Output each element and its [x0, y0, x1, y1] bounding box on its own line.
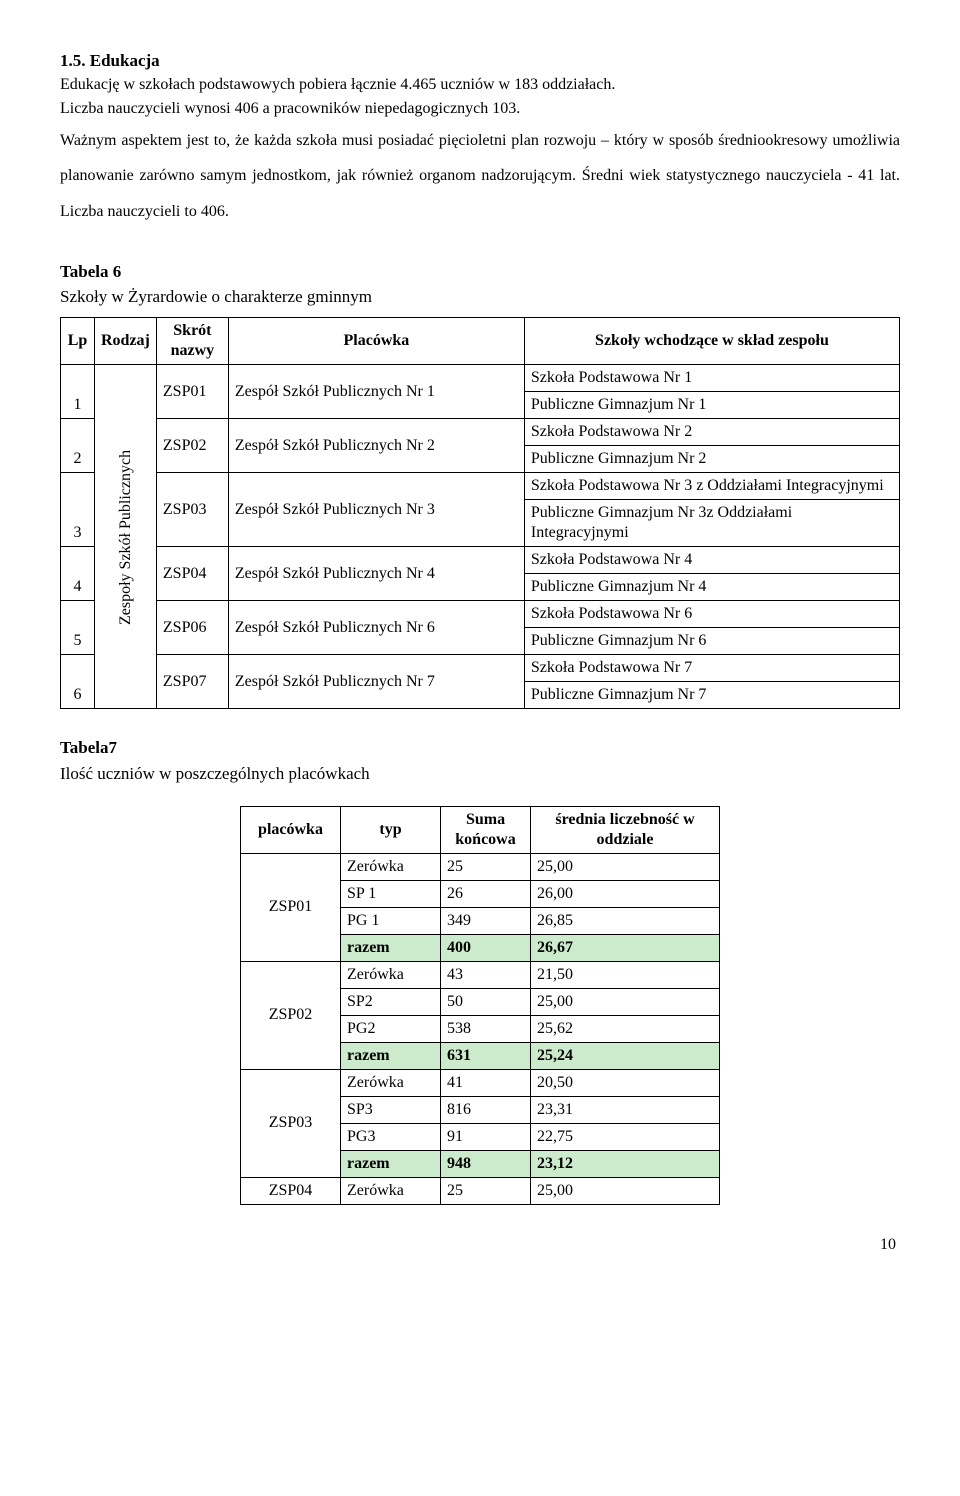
cell-sum-srednia: 23,12 — [531, 1150, 720, 1177]
table-schools: Lp Rodzaj Skrót nazwy Placówka Szkoły wc… — [60, 317, 900, 709]
col-sklad: Szkoły wchodzące w skład zespołu — [524, 318, 899, 365]
cell-sum-srednia: 26,67 — [531, 934, 720, 961]
cell-sum-label: razem — [341, 934, 441, 961]
cell-sklad: Publiczne Gimnazjum Nr 3z Oddziałami Int… — [524, 500, 899, 547]
cell-skrot: ZSP03 — [156, 473, 228, 547]
paragraph: Liczba nauczycieli wynosi 406 a pracowni… — [60, 99, 900, 119]
cell-placowka: Zespół Szkół Publicznych Nr 2 — [228, 419, 524, 473]
cell-placowka: Zespół Szkół Publicznych Nr 1 — [228, 365, 524, 419]
cell-suma: 50 — [441, 988, 531, 1015]
table-title: Ilość uczniów w poszczególnych placówkac… — [60, 763, 900, 784]
cell-suma: 349 — [441, 907, 531, 934]
cell-sklad: Publiczne Gimnazjum Nr 7 — [524, 682, 899, 709]
cell-lp: 2 — [61, 419, 95, 473]
cell-sklad: Publiczne Gimnazjum Nr 1 — [524, 392, 899, 419]
cell-sum-label: razem — [341, 1150, 441, 1177]
table-label: Tabela 6 — [60, 261, 900, 282]
cell-srednia: 26,85 — [531, 907, 720, 934]
cell-placowka: Zespół Szkół Publicznych Nr 4 — [228, 547, 524, 601]
cell-suma: 26 — [441, 880, 531, 907]
col-typ: typ — [341, 806, 441, 853]
cell-sklad: Publiczne Gimnazjum Nr 2 — [524, 446, 899, 473]
cell-sum-srednia: 25,24 — [531, 1042, 720, 1069]
table-title: Szkoły w Żyrardowie o charakterze gminny… — [60, 286, 900, 307]
cell-sum-suma: 400 — [441, 934, 531, 961]
cell-typ: SP2 — [341, 988, 441, 1015]
cell-sklad: Publiczne Gimnazjum Nr 4 — [524, 574, 899, 601]
cell-sklad: Szkoła Podstawowa Nr 1 — [524, 365, 899, 392]
cell-sum-label: razem — [341, 1042, 441, 1069]
cell-placowka: ZSP03 — [241, 1069, 341, 1177]
section-heading: 1.5. Edukacja — [60, 50, 900, 71]
cell-placowka: Zespół Szkół Publicznych Nr 3 — [228, 473, 524, 547]
cell-typ: PG2 — [341, 1015, 441, 1042]
cell-typ: Zerówka — [341, 853, 441, 880]
cell-typ: Zerówka — [341, 1069, 441, 1096]
cell-srednia: 26,00 — [531, 880, 720, 907]
cell-suma: 538 — [441, 1015, 531, 1042]
cell-skrot: ZSP02 — [156, 419, 228, 473]
paragraph: Ważnym aspektem jest to, że każda szkoła… — [60, 123, 900, 229]
cell-lp: 4 — [61, 547, 95, 601]
col-skrot: Skrót nazwy — [156, 318, 228, 365]
col-lp: Lp — [61, 318, 95, 365]
cell-srednia: 25,62 — [531, 1015, 720, 1042]
col-srednia: średnia liczebność w oddziale — [531, 806, 720, 853]
col-placowka: Placówka — [228, 318, 524, 365]
cell-srednia: 25,00 — [531, 1177, 720, 1204]
cell-srednia: 25,00 — [531, 988, 720, 1015]
cell-suma: 816 — [441, 1096, 531, 1123]
cell-suma: 43 — [441, 961, 531, 988]
cell-lp: 1 — [61, 365, 95, 419]
cell-sklad: Szkoła Podstawowa Nr 7 — [524, 655, 899, 682]
cell-srednia: 22,75 — [531, 1123, 720, 1150]
cell-sklad: Publiczne Gimnazjum Nr 6 — [524, 628, 899, 655]
cell-typ: SP 1 — [341, 880, 441, 907]
cell-skrot: ZSP07 — [156, 655, 228, 709]
cell-skrot: ZSP04 — [156, 547, 228, 601]
cell-placowka: ZSP02 — [241, 961, 341, 1069]
cell-placowka: Zespół Szkół Publicznych Nr 6 — [228, 601, 524, 655]
cell-rodzaj: Zespoły Szkół Publicznych — [95, 365, 157, 709]
table-label: Tabela7 — [60, 737, 900, 758]
page-number: 10 — [60, 1235, 900, 1255]
cell-typ: PG3 — [341, 1123, 441, 1150]
cell-placowka: ZSP04 — [241, 1177, 341, 1204]
cell-suma: 41 — [441, 1069, 531, 1096]
table-students: placówka typ Suma końcowa średnia liczeb… — [240, 806, 720, 1205]
cell-placowka: ZSP01 — [241, 853, 341, 961]
col-placowka: placówka — [241, 806, 341, 853]
cell-sklad: Szkoła Podstawowa Nr 4 — [524, 547, 899, 574]
cell-typ: Zerówka — [341, 961, 441, 988]
cell-typ: PG 1 — [341, 907, 441, 934]
cell-typ: SP3 — [341, 1096, 441, 1123]
paragraph: Edukację w szkołach podstawowych pobiera… — [60, 75, 900, 95]
cell-placowka: Zespół Szkół Publicznych Nr 7 — [228, 655, 524, 709]
cell-lp: 3 — [61, 473, 95, 547]
cell-lp: 5 — [61, 601, 95, 655]
cell-sklad: Szkoła Podstawowa Nr 3 z Oddziałami Inte… — [524, 473, 899, 500]
col-rodzaj: Rodzaj — [95, 318, 157, 365]
col-suma: Suma końcowa — [441, 806, 531, 853]
cell-skrot: ZSP01 — [156, 365, 228, 419]
cell-suma: 25 — [441, 1177, 531, 1204]
cell-srednia: 21,50 — [531, 961, 720, 988]
cell-srednia: 23,31 — [531, 1096, 720, 1123]
cell-sum-suma: 631 — [441, 1042, 531, 1069]
cell-suma: 91 — [441, 1123, 531, 1150]
cell-lp: 6 — [61, 655, 95, 709]
cell-skrot: ZSP06 — [156, 601, 228, 655]
cell-srednia: 20,50 — [531, 1069, 720, 1096]
cell-typ: Zerówka — [341, 1177, 441, 1204]
cell-suma: 25 — [441, 853, 531, 880]
cell-srednia: 25,00 — [531, 853, 720, 880]
cell-sklad: Szkoła Podstawowa Nr 6 — [524, 601, 899, 628]
cell-sklad: Szkoła Podstawowa Nr 2 — [524, 419, 899, 446]
cell-sum-suma: 948 — [441, 1150, 531, 1177]
